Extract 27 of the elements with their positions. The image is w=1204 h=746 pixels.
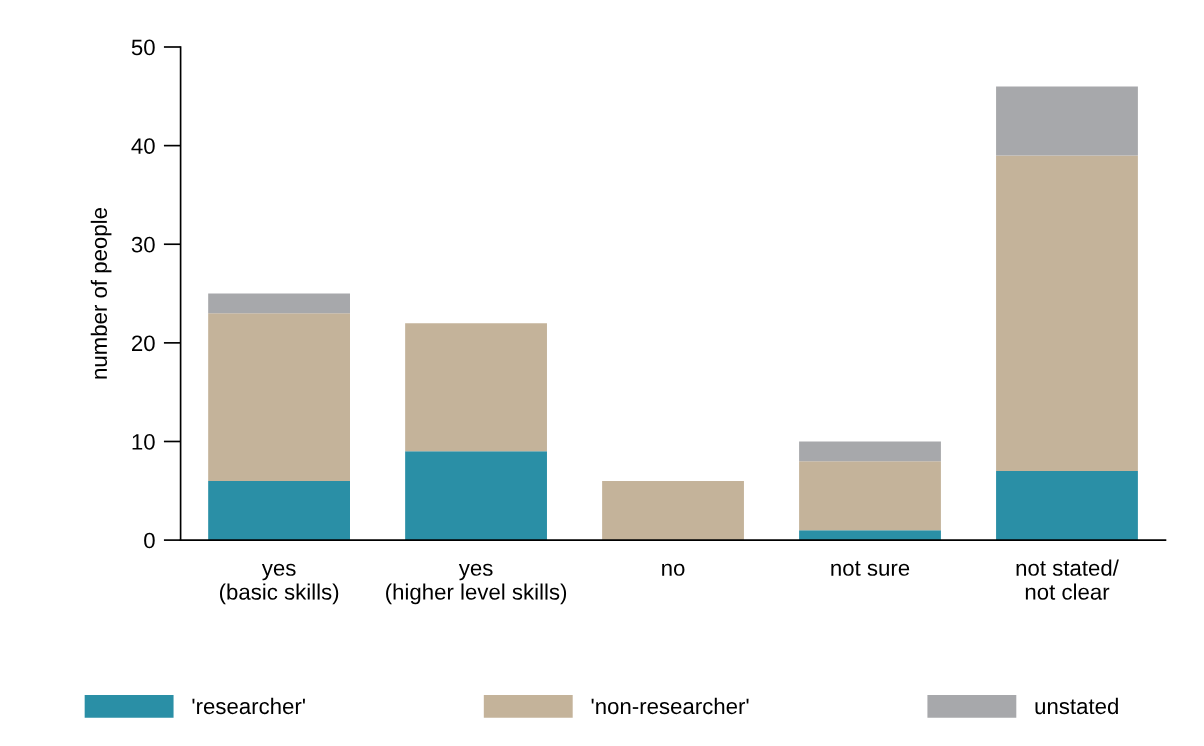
bar <box>996 155 1138 472</box>
bar <box>996 471 1138 541</box>
y-tick-label: 20 <box>132 335 155 352</box>
bar <box>208 480 350 541</box>
bar <box>996 86 1138 156</box>
x-tick-label: not stated/ not clear <box>1016 559 1119 600</box>
y-tick-label: 10 <box>132 434 155 450</box>
bar <box>405 323 547 452</box>
x-tick-label: not sure <box>831 561 910 576</box>
y-tick-label: 30 <box>131 236 155 253</box>
legend-label: 'non-researcher' <box>591 697 749 715</box>
bar <box>208 293 350 314</box>
y-tick-label: 50 <box>131 39 155 56</box>
bar <box>405 451 547 541</box>
y-axis-title: number of people <box>90 208 112 379</box>
bar <box>208 313 350 481</box>
legend-label: 'researcher' <box>192 697 305 715</box>
bar <box>799 461 941 531</box>
legend-label: unstated <box>1035 697 1118 715</box>
y-tick-label: 0 <box>144 532 155 549</box>
bar <box>602 480 744 541</box>
bar <box>799 530 941 541</box>
x-tick-label: yes (higher level skills) <box>386 563 567 605</box>
x-tick-label: no <box>662 563 685 576</box>
x-tick-label: yes (basic skills) <box>219 563 339 605</box>
bar <box>799 441 941 462</box>
y-tick-label: 40 <box>131 138 155 154</box>
